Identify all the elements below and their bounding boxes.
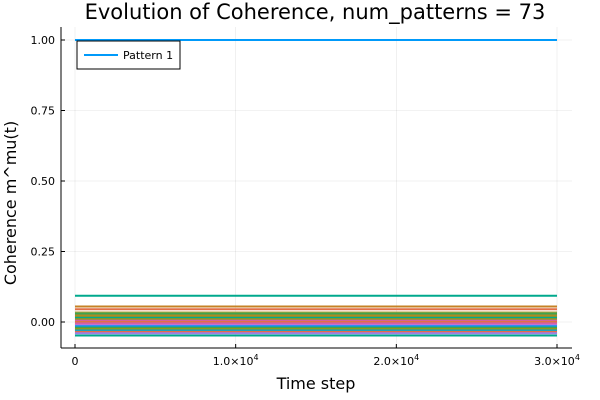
- x-tick-exponent: 4: [575, 353, 580, 362]
- tick-labels: 0.00 0.25 0.50 0.75 1.00 0 1.0×104 2.0×104 3.0×1…: [31, 34, 580, 368]
- y-tick-label: 0.25: [31, 246, 56, 259]
- legend-label: Pattern 1: [123, 49, 173, 62]
- x-tick-label: 1.0×104: [213, 353, 259, 368]
- x-axis-label: Time step: [276, 374, 356, 393]
- x-tick-label: 3.0×104: [534, 353, 580, 368]
- y-tick-label: 0.00: [31, 316, 56, 329]
- y-tick-label: 0.75: [31, 105, 56, 118]
- x-tick-label: 2.0×104: [373, 353, 419, 368]
- series-lines: [75, 39, 557, 337]
- axes: [60, 27, 572, 349]
- grid: [61, 27, 572, 348]
- x-tick-exponent: 4: [253, 353, 258, 362]
- chart-title: Evolution of Coherence, num_patterns = 7…: [85, 0, 546, 25]
- x-tick-label: 0: [72, 355, 79, 368]
- legend: Pattern 1: [76, 40, 181, 70]
- x-tick-exponent: 4: [414, 353, 419, 362]
- y-tick-label: 1.00: [31, 34, 56, 47]
- y-tick-label: 0.50: [31, 175, 56, 188]
- y-axis-label: Coherence m^mu(t): [1, 121, 20, 285]
